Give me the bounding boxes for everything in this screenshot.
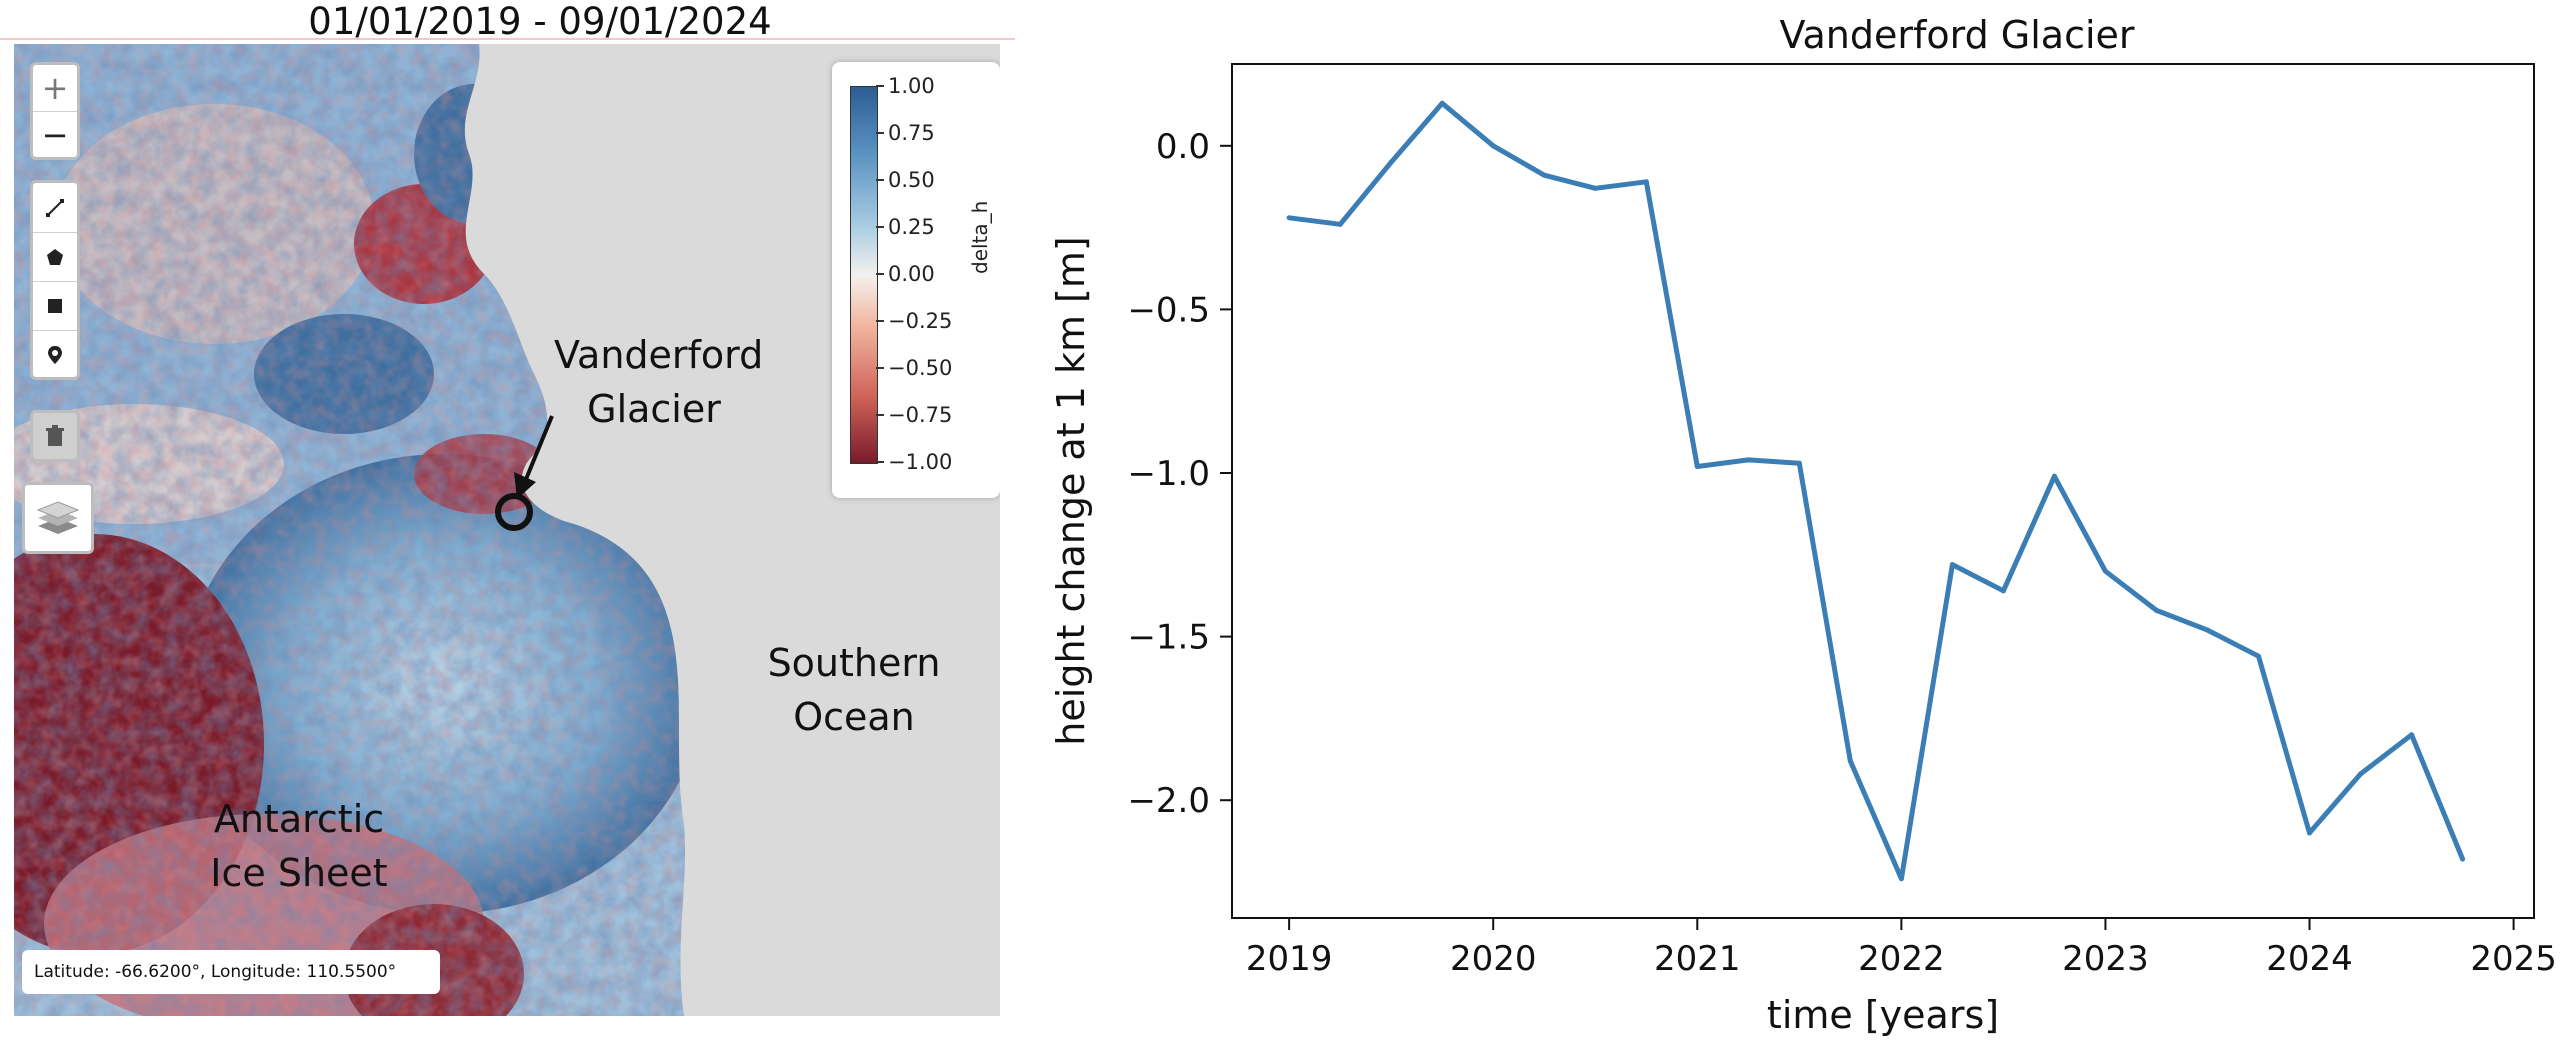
colorbar-title: delta_h bbox=[968, 200, 992, 274]
x-tick-label: 2019 bbox=[1246, 939, 1333, 979]
map-title: 01/01/2019 - 09/01/2024 bbox=[308, 0, 772, 43]
ocean-label: Southern Ocean bbox=[754, 636, 954, 744]
y-tick-label: 0.0 bbox=[1156, 127, 1210, 167]
data-point bbox=[2358, 771, 2364, 777]
colorbar-gradient bbox=[850, 86, 878, 464]
colorbar-tick bbox=[876, 367, 884, 369]
polygon-icon bbox=[47, 249, 63, 265]
polyline-icon bbox=[46, 198, 64, 217]
colorbar-tick-label: 0.00 bbox=[888, 262, 935, 286]
height-change-chart: Vanderford Glacier 2019 2020 2021 2022 2023 2… bbox=[1049, 13, 2557, 1037]
colorbar-tick bbox=[876, 132, 884, 134]
glacier-label: Vanderford Glacier bbox=[554, 328, 764, 436]
glacier-label-line2: Glacier bbox=[587, 387, 721, 431]
delete-control bbox=[30, 410, 80, 462]
data-point bbox=[2102, 568, 2108, 574]
ocean-label-line2: Ocean bbox=[793, 695, 915, 739]
y-tick-label: −2.0 bbox=[1127, 781, 1210, 821]
y-axis-label: height change at 1 km [m] bbox=[1049, 236, 1093, 745]
data-point bbox=[1847, 758, 1853, 764]
data-point bbox=[1337, 221, 1343, 227]
data-point bbox=[2000, 588, 2006, 594]
icesheet-label-line2: Ice Sheet bbox=[210, 851, 388, 895]
data-point bbox=[2051, 473, 2057, 479]
data-point bbox=[2460, 856, 2466, 862]
x-tick-label: 2021 bbox=[1654, 939, 1741, 979]
colorbar-tick bbox=[876, 461, 884, 463]
data-point bbox=[2409, 732, 2415, 738]
data-point bbox=[2204, 627, 2210, 633]
data-point bbox=[1694, 463, 1700, 469]
zoom-out-button[interactable]: − bbox=[33, 111, 77, 157]
layers-button[interactable] bbox=[25, 485, 91, 551]
data-point bbox=[2255, 653, 2261, 659]
data-point bbox=[2307, 830, 2313, 836]
glacier-label-line1: Vanderford bbox=[554, 333, 764, 377]
colorbar-tick-label: 0.75 bbox=[888, 121, 935, 145]
draw-polyline-button[interactable] bbox=[33, 183, 77, 232]
colorbar-tick-label: −0.50 bbox=[888, 356, 953, 380]
data-point bbox=[1286, 215, 1292, 221]
colorbar-tick-label: −1.00 bbox=[888, 450, 953, 474]
data-point bbox=[2153, 607, 2159, 613]
colorbar-tick-label: 1.00 bbox=[888, 74, 935, 98]
cursor-coordinates: Latitude: -66.6200°, Longitude: 110.5500… bbox=[22, 950, 440, 994]
colorbar-tick bbox=[876, 320, 884, 322]
colorbar-tick bbox=[876, 273, 884, 275]
zoom-control: + − bbox=[30, 62, 80, 160]
icesheet-label: Antarctic Ice Sheet bbox=[189, 792, 409, 900]
data-point bbox=[1745, 457, 1751, 463]
layers-icon bbox=[36, 501, 80, 534]
layers-control[interactable] bbox=[22, 482, 94, 554]
glacier-location-marker bbox=[495, 493, 533, 531]
data-point bbox=[1898, 876, 1904, 882]
data-point bbox=[1439, 100, 1445, 106]
y-tick-label: −0.5 bbox=[1127, 290, 1210, 330]
marker-icon bbox=[48, 346, 62, 364]
data-point bbox=[1541, 172, 1547, 178]
series-line bbox=[1288, 100, 2465, 882]
data-point bbox=[1949, 562, 1955, 568]
ocean-label-line1: Southern bbox=[767, 641, 941, 685]
data-point bbox=[1643, 179, 1649, 185]
colorbar-tick-label: 0.50 bbox=[888, 168, 935, 192]
y-tick-label: −1.0 bbox=[1127, 454, 1210, 494]
x-tick-label: 2025 bbox=[2470, 939, 2557, 979]
colorbar-tick bbox=[876, 85, 884, 87]
rectangle-icon bbox=[48, 299, 62, 313]
colorbar-tick bbox=[876, 414, 884, 416]
data-point bbox=[1592, 185, 1598, 191]
icesheet-label-line1: Antarctic bbox=[213, 797, 385, 841]
draw-rectangle-button[interactable] bbox=[33, 281, 77, 330]
title-divider bbox=[0, 38, 1015, 40]
draw-toolbar bbox=[30, 180, 80, 380]
draw-marker-button[interactable] bbox=[33, 330, 77, 379]
plot-frame bbox=[1231, 63, 2535, 919]
draw-polygon-button[interactable] bbox=[33, 232, 77, 281]
x-tick-label: 2022 bbox=[1858, 939, 1945, 979]
y-tick-label: −1.5 bbox=[1127, 618, 1210, 658]
data-point bbox=[1490, 143, 1496, 149]
trash-icon bbox=[46, 425, 64, 446]
x-tick-label: 2023 bbox=[2062, 939, 2149, 979]
colorbar-tick bbox=[876, 179, 884, 181]
delete-button[interactable] bbox=[33, 413, 77, 459]
colorbar-tick-label: 0.25 bbox=[888, 215, 935, 239]
colorbar-tick-label: −0.75 bbox=[888, 403, 953, 427]
x-axis-label: time [years] bbox=[1767, 993, 1999, 1037]
zoom-in-button[interactable]: + bbox=[41, 69, 69, 107]
data-point bbox=[1388, 159, 1394, 165]
colorbar-legend: 1.00 0.75 0.50 0.25 0.00 −0.25 −0.50 −0.75 −1.00… bbox=[832, 62, 1000, 498]
x-tick-label: 2024 bbox=[2266, 939, 2353, 979]
colorbar-tick bbox=[876, 226, 884, 228]
map-view[interactable]: Vanderford Glacier Southern Ocean Antarc… bbox=[14, 44, 1000, 1016]
data-point bbox=[1796, 460, 1802, 466]
x-tick-label: 2020 bbox=[1450, 939, 1537, 979]
chart-title: Vanderford Glacier bbox=[1779, 13, 2134, 57]
colorbar-tick-label: −0.25 bbox=[888, 309, 953, 333]
